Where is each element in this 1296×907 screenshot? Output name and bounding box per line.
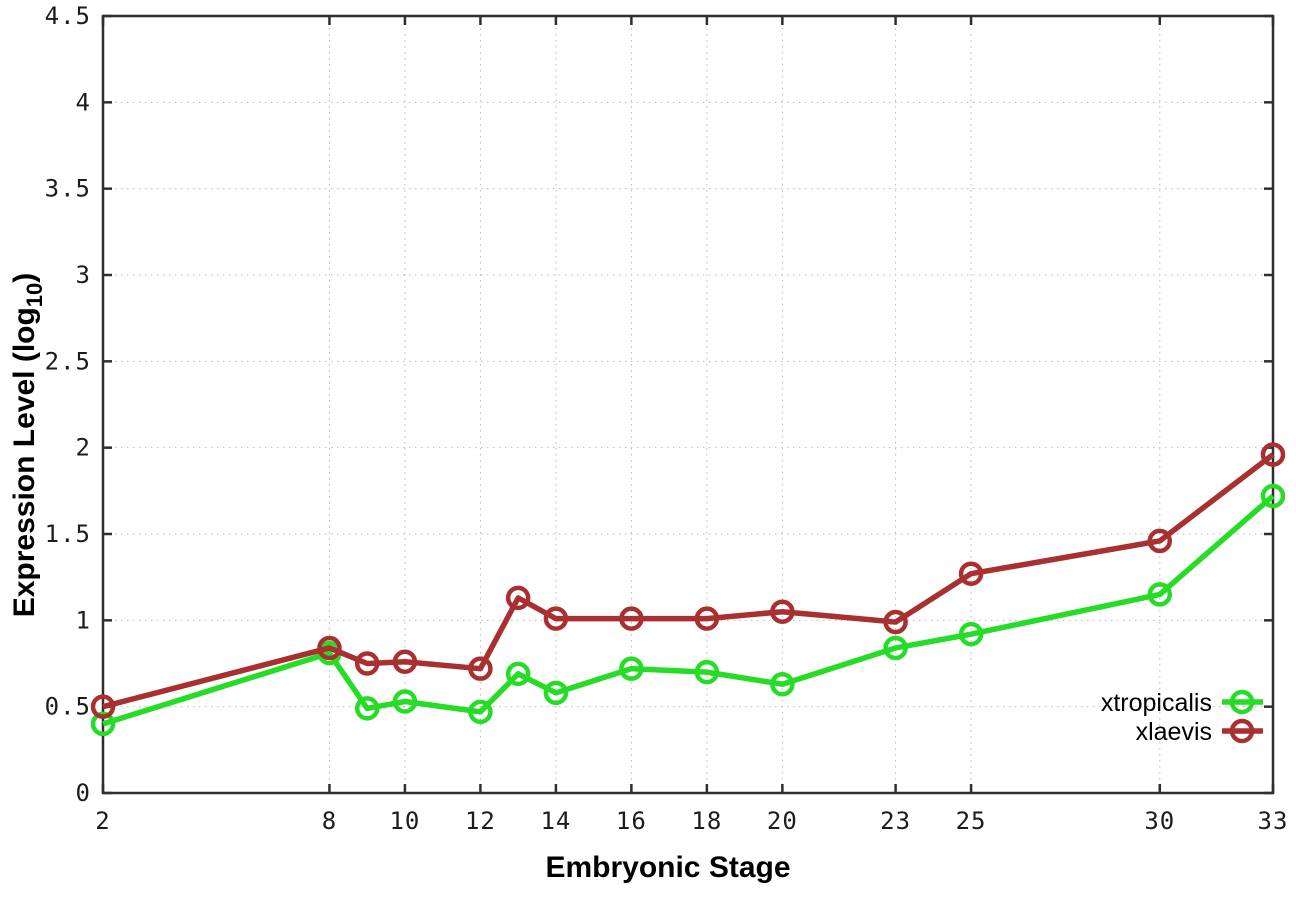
plot-area: 2 8 10 12 14 16 18 20 23 25 30 33 0 0.5 1 1.5 2 2.5 3 3.5 4 4… (45, 2, 1289, 835)
x-tick-label: 16 (616, 807, 647, 835)
series-marker-xtropicalis (694, 659, 720, 685)
y-tick-label: 0 (76, 779, 91, 807)
plot-border (101, 14, 1275, 795)
series-marker-xlaevis (770, 599, 795, 624)
series-marker-xlaevis (392, 649, 418, 675)
series-marker-xtropicalis (90, 711, 116, 737)
y-axis-title-end: ) (8, 273, 41, 283)
x-tick-label: 2 (95, 807, 110, 835)
series-marker-xlaevis (619, 606, 644, 631)
legend-label-xtropicalis: xtropicalis (1101, 689, 1212, 717)
series-marker-xtropicalis (883, 635, 908, 661)
series-marker-xlaevis (1260, 442, 1286, 467)
y-axis-title: Expression Level (log10) (8, 273, 47, 618)
x-axis-title: Embryonic Stage (545, 851, 790, 884)
y-axis-title-subscript: 10 (22, 283, 47, 307)
x-tick-label: 25 (956, 807, 987, 835)
y-tick-label: 4.5 (45, 2, 91, 30)
x-tick-label: 20 (767, 807, 798, 835)
x-tick-label: 8 (322, 807, 337, 835)
series-marker-xlaevis (317, 635, 342, 661)
x-tick-label: 18 (691, 807, 722, 835)
y-tick-label: 0.5 (45, 693, 91, 721)
series-marker-xtropicalis (354, 696, 380, 721)
legend-label-xlaevis: xlaevis (1136, 718, 1212, 746)
legend-marker-icon (1229, 689, 1255, 715)
y-tick-label: 1.5 (45, 520, 91, 548)
series-marker-xtropicalis (1260, 483, 1286, 509)
series-marker-xlaevis (354, 651, 380, 676)
series-line-xlaevis (102, 452, 1275, 710)
series-marker-xtropicalis (543, 680, 569, 706)
y-tick-label: 2 (76, 434, 91, 462)
series-marker-xtropicalis (392, 689, 418, 714)
x-tick-label: 10 (389, 807, 420, 835)
y-tick-label: 3.5 (45, 175, 91, 203)
series-marker-xtropicalis (505, 661, 531, 687)
x-tick-label: 12 (465, 807, 496, 835)
x-tick-label: 23 (880, 807, 911, 835)
legend-marker-icon (1229, 718, 1255, 744)
series-line-xtropicalis (102, 493, 1275, 727)
series-marker-xlaevis (468, 656, 493, 681)
series-marker-xtropicalis (770, 671, 795, 697)
y-tick-label: 1 (76, 606, 91, 634)
x-tick-label: 30 (1144, 807, 1175, 835)
series-marker-xtropicalis (468, 699, 493, 725)
series-marker-xlaevis (90, 694, 116, 719)
x-tick-label: 14 (540, 807, 571, 835)
y-tick-label: 2.5 (45, 347, 91, 375)
series-marker-xlaevis (543, 606, 569, 631)
y-tick-label: 4 (76, 88, 91, 116)
series-marker-xlaevis (1147, 528, 1173, 554)
series-marker-xlaevis (505, 585, 531, 611)
x-tick-label: 33 (1258, 807, 1289, 835)
series-marker-xlaevis (883, 609, 908, 635)
y-tick-label: 3 (76, 261, 91, 289)
series-marker-xtropicalis (619, 656, 644, 681)
series-marker-xlaevis (694, 606, 720, 631)
y-axis-title-main: Expression Level (log (8, 307, 41, 617)
series-marker-xlaevis (958, 561, 984, 586)
series-marker-xtropicalis (958, 621, 984, 647)
series-marker-xtropicalis (1147, 582, 1173, 607)
